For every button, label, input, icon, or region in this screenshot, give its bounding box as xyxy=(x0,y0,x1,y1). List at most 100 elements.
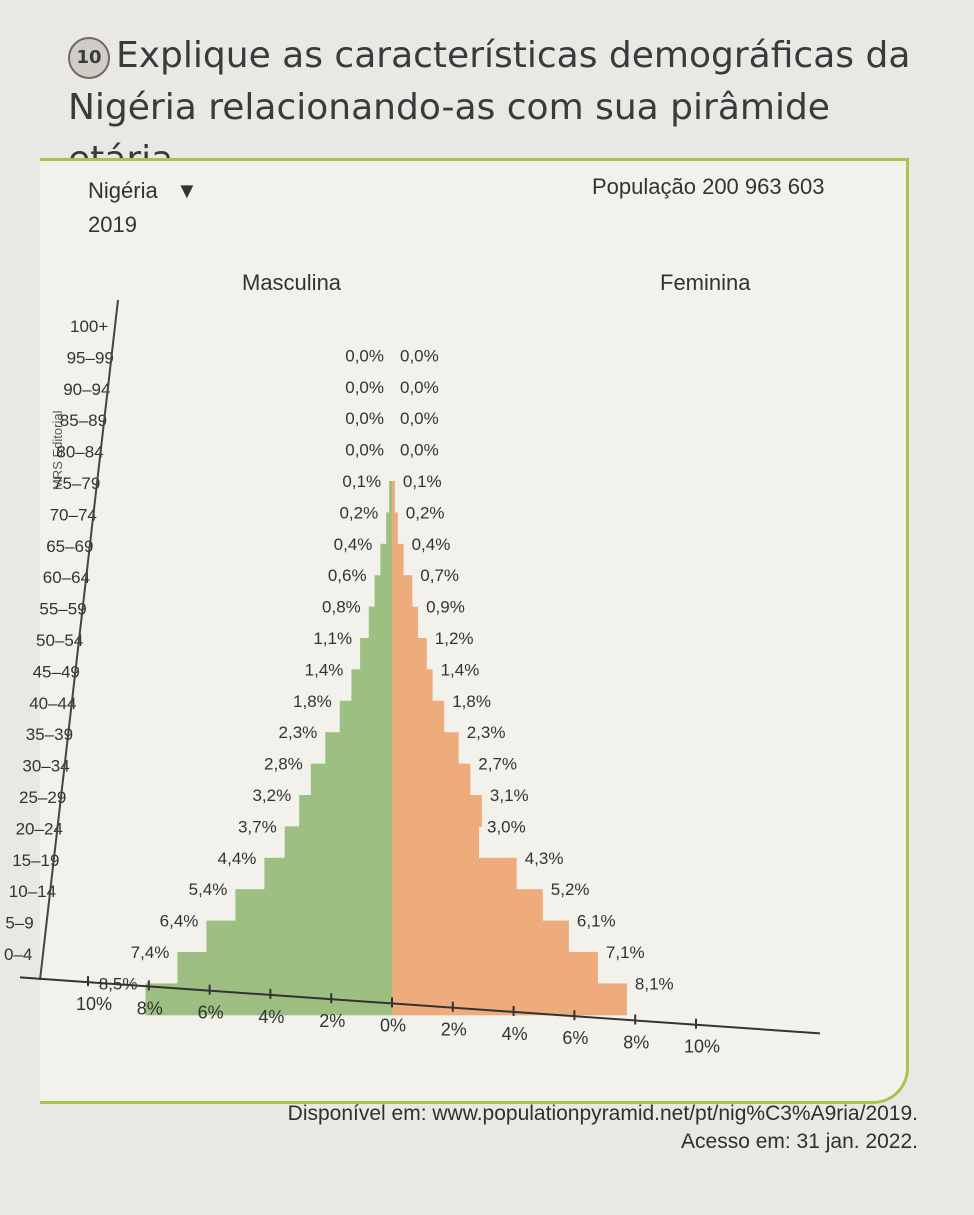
age-axis-line xyxy=(39,299,119,981)
male-value-label-11: 1,4% xyxy=(305,660,344,679)
male-value-label-18: 5,4% xyxy=(189,880,228,899)
female-value-label-5: 0,1% xyxy=(403,472,442,491)
age-group-label-17: 15–19 xyxy=(12,851,59,870)
male-column-label: Masculina xyxy=(242,270,342,295)
source-access-date: Acesso em: 31 jan. 2022. xyxy=(681,1130,918,1153)
bar-female-10 xyxy=(392,638,427,670)
x-tick-label-1: 8% xyxy=(137,998,163,1018)
bar-female-21 xyxy=(392,983,627,1016)
age-group-label-14: 30–34 xyxy=(22,757,69,776)
female-value-label-13: 2,3% xyxy=(467,723,506,742)
age-group-label-1: 95–99 xyxy=(67,348,114,367)
male-value-label-4: 0,0% xyxy=(345,441,384,460)
male-value-label-13: 2,3% xyxy=(279,723,318,742)
bar-female-8 xyxy=(392,575,413,608)
female-value-label-3: 0,0% xyxy=(400,409,439,428)
age-group-label-0: 100+ xyxy=(70,317,108,336)
bar-male-8 xyxy=(374,575,392,608)
male-value-label-19: 6,4% xyxy=(160,912,199,931)
male-value-label-14: 2,8% xyxy=(264,755,303,774)
bars-group xyxy=(145,481,627,1016)
bar-male-6 xyxy=(386,512,392,545)
bar-female-7 xyxy=(392,543,404,576)
age-group-label-6: 70–74 xyxy=(50,505,97,524)
age-group-label-3: 85–89 xyxy=(60,411,107,430)
male-value-label-17: 4,4% xyxy=(218,849,257,868)
bar-female-20 xyxy=(392,952,598,984)
bar-female-12 xyxy=(392,700,445,733)
bar-male-10 xyxy=(360,638,392,670)
bar-male-16 xyxy=(284,826,392,859)
female-value-label-20: 7,1% xyxy=(606,943,645,962)
country-dropdown-icon: ▼ xyxy=(176,178,198,203)
age-group-label-16: 20–24 xyxy=(16,819,63,838)
bar-male-5 xyxy=(389,481,392,513)
bar-female-6 xyxy=(392,512,398,545)
bar-male-11 xyxy=(351,669,392,702)
male-value-label-6: 0,2% xyxy=(339,503,378,522)
bar-female-14 xyxy=(392,763,471,796)
male-value-label-10: 1,1% xyxy=(313,629,352,648)
female-value-label-9: 0,9% xyxy=(426,598,465,617)
bar-female-16 xyxy=(392,826,479,859)
male-value-label-2: 0,0% xyxy=(345,378,384,397)
x-tick-label-0: 10% xyxy=(76,994,112,1014)
bar-female-5 xyxy=(392,481,395,513)
bar-female-13 xyxy=(392,732,459,765)
female-value-label-14: 2,7% xyxy=(478,755,517,774)
age-group-label-2: 90–94 xyxy=(63,380,110,399)
x-tick-label-4: 2% xyxy=(319,1011,345,1031)
male-value-label-12: 1,8% xyxy=(293,692,332,711)
female-value-label-4: 0,0% xyxy=(400,441,439,460)
male-value-label-20: 7,4% xyxy=(131,943,170,962)
age-group-label-10: 50–54 xyxy=(36,631,83,650)
female-value-label-12: 1,8% xyxy=(452,692,491,711)
age-group-label-15: 25–29 xyxy=(19,788,66,807)
bar-male-13 xyxy=(325,732,392,765)
female-value-label-18: 5,2% xyxy=(551,880,590,899)
female-value-label-7: 0,4% xyxy=(412,535,451,554)
age-group-label-8: 60–64 xyxy=(43,568,90,587)
bar-male-12 xyxy=(339,700,392,733)
question-number-badge: 10 xyxy=(68,37,110,79)
bar-female-9 xyxy=(392,606,419,639)
age-group-label-18: 10–14 xyxy=(9,882,56,901)
year-label: 2019 xyxy=(88,212,137,237)
bar-male-7 xyxy=(380,543,392,576)
age-group-label-5: 75–79 xyxy=(53,474,100,493)
female-value-label-10: 1,2% xyxy=(435,629,474,648)
value-labels-group: 0,0% 0,0% 0,0% 0,0% 0,0% 0,0% 0,0% 0,0% 0,1% 0,1%… xyxy=(99,346,674,993)
bar-male-9 xyxy=(368,606,392,639)
bar-female-11 xyxy=(392,669,433,702)
age-group-label-7: 65–69 xyxy=(46,537,93,556)
female-value-label-11: 1,4% xyxy=(441,660,480,679)
female-value-label-21: 8,1% xyxy=(635,974,674,993)
bar-female-17 xyxy=(392,857,517,890)
bar-female-18 xyxy=(392,889,543,922)
x-tick-label-3: 4% xyxy=(258,1007,284,1027)
x-tick-label-5: 0% xyxy=(380,1015,406,1035)
age-group-label-11: 45–49 xyxy=(33,662,80,681)
x-axis-line xyxy=(19,976,821,1035)
age-group-label-4: 80–84 xyxy=(56,443,103,462)
x-tick-label-7: 4% xyxy=(502,1024,528,1044)
x-tick-label-10: 10% xyxy=(684,1037,720,1057)
female-value-label-2: 0,0% xyxy=(400,378,439,397)
female-value-label-1: 0,0% xyxy=(400,346,439,365)
source-url: Disponível em: www.populationpyramid.net… xyxy=(287,1102,918,1125)
female-value-label-19: 6,1% xyxy=(577,912,616,931)
x-tick-label-8: 6% xyxy=(562,1028,588,1048)
age-group-label-20: 0–4 xyxy=(4,945,32,964)
male-value-label-9: 0,8% xyxy=(322,598,361,617)
bar-female-15 xyxy=(392,795,482,827)
age-group-label-19: 5–9 xyxy=(5,914,33,933)
female-value-label-15: 3,1% xyxy=(490,786,529,805)
x-tick-label-9: 8% xyxy=(623,1032,649,1052)
population-label: População 200 963 603 xyxy=(592,174,824,199)
female-value-label-6: 0,2% xyxy=(406,503,445,522)
bar-male-17 xyxy=(264,857,392,890)
male-value-label-3: 0,0% xyxy=(345,409,384,428)
male-value-label-5: 0,1% xyxy=(342,472,381,491)
country-label: Nigéria xyxy=(88,178,158,203)
bar-male-18 xyxy=(235,889,392,922)
